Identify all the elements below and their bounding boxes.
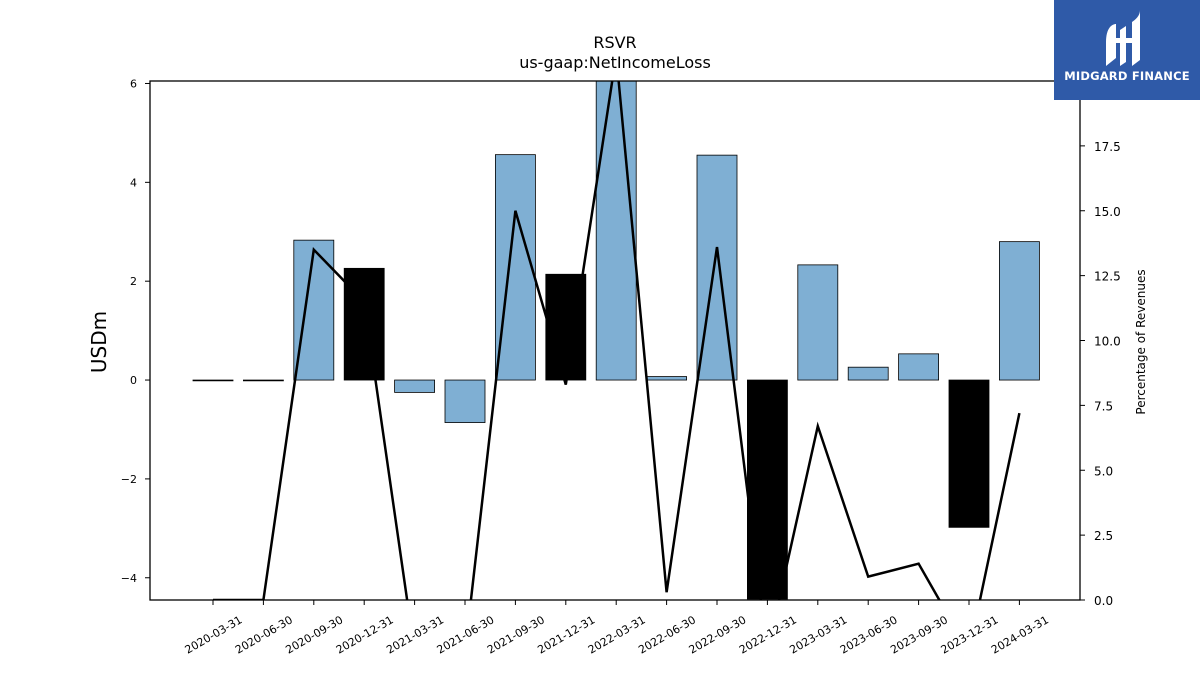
- y2-tick-label: 5.0: [1094, 464, 1113, 478]
- bar-2020-03-31: [192, 379, 234, 382]
- bar-2020-12-31: [343, 267, 385, 381]
- y2-tick-label: 15.0: [1094, 205, 1121, 219]
- bar-2021-09-30: [494, 154, 536, 381]
- y-tick-label: 0: [130, 374, 137, 387]
- y-axis-label: USDm: [87, 311, 111, 373]
- bar-2020-09-30: [293, 239, 335, 381]
- y2-tick-label: 7.5: [1094, 399, 1113, 413]
- bars-group: [192, 81, 1040, 600]
- bar-2020-06-30: [242, 379, 284, 382]
- bar-2023-09-30: [898, 353, 939, 381]
- series-line: [213, 81, 1021, 600]
- y-tick-label: −4: [121, 572, 137, 585]
- line-group: [213, 81, 1021, 600]
- bar-2023-06-30: [847, 366, 889, 381]
- bar-2024-03-31: [999, 241, 1040, 381]
- y2-axis-label: Percentage of Revenues: [1134, 269, 1148, 414]
- bar-2021-06-30: [444, 379, 486, 423]
- chart-subtitle: us-gaap:NetIncomeLoss: [519, 53, 711, 72]
- y-tick-label: 4: [130, 176, 137, 189]
- bar-2023-12-31: [948, 379, 990, 528]
- bar-2022-03-31: [595, 81, 637, 381]
- chart-title: RSVR: [593, 33, 636, 52]
- y-tick-label: 6: [130, 77, 137, 90]
- logo-icon: [1106, 10, 1140, 66]
- y2-tick-label: 0.0: [1094, 594, 1113, 608]
- bar-2023-03-31: [797, 264, 839, 381]
- y-tick-label: −2: [121, 473, 137, 486]
- y-tick-label: 2: [130, 275, 137, 288]
- y2-tick-label: 12.5: [1094, 270, 1121, 284]
- y2-tick-label: 17.5: [1094, 140, 1121, 154]
- y2-tick-label: 10.0: [1094, 335, 1121, 349]
- logo: MIDGARD FINANCE: [1054, 0, 1200, 100]
- bar-2022-06-30: [646, 376, 687, 381]
- bar-2021-03-31: [394, 379, 436, 393]
- logo-text: MIDGARD FINANCE: [1064, 69, 1190, 83]
- x-tick-label: 2024-03-31: [989, 613, 1051, 656]
- bar-2022-12-31: [747, 379, 788, 600]
- y2-tick-label: 2.5: [1094, 529, 1113, 543]
